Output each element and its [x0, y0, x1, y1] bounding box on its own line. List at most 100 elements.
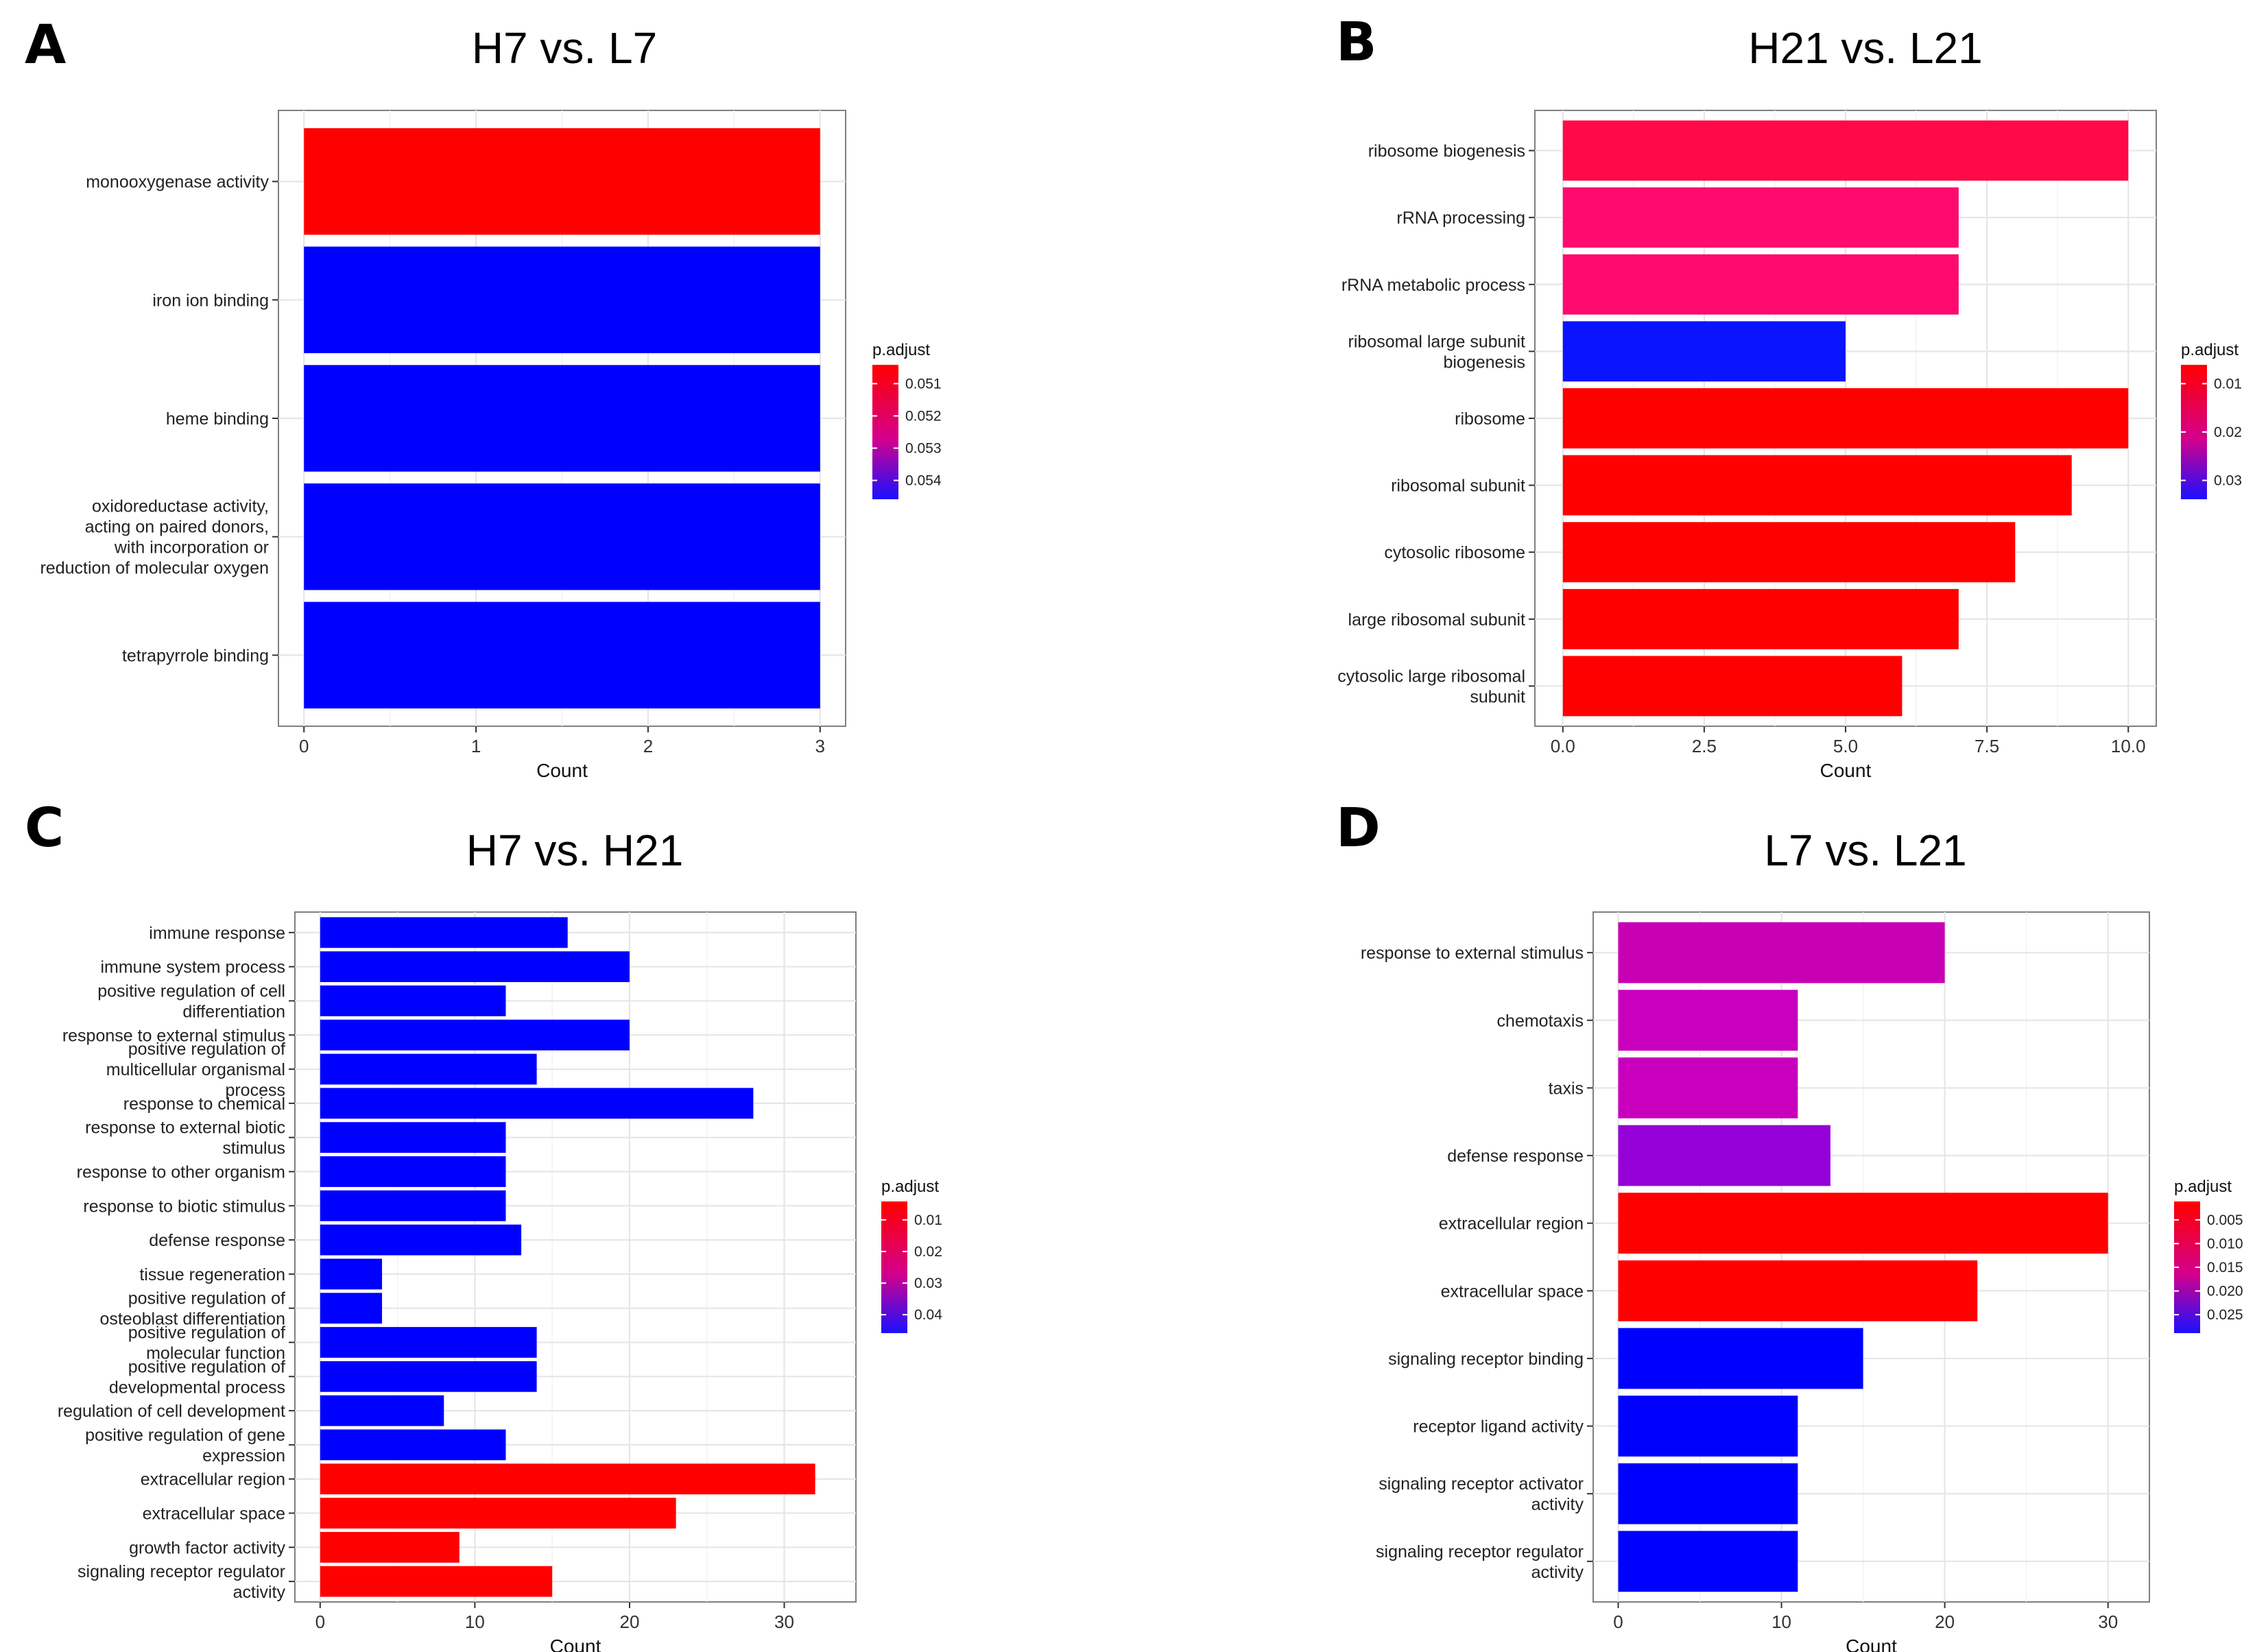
bar-3-10 — [320, 1224, 522, 1256]
x-tick-label: 2.5 — [1692, 736, 1717, 756]
category-label: positive regulation of cell differentiati… — [97, 981, 285, 1021]
legend-tick-label: 0.053 — [905, 441, 942, 457]
x-tick-label: 30 — [2098, 1612, 2118, 1632]
category-label: signaling receptor regulator activity — [1376, 1542, 1584, 1582]
bar-3-12 — [320, 1293, 383, 1324]
bar-2-6 — [1562, 455, 2072, 516]
category-label: ribosome — [1455, 409, 1525, 429]
x-tick-label: 10.0 — [2111, 736, 2146, 756]
bar-3-13 — [320, 1327, 537, 1358]
bar-2-9 — [1562, 656, 1902, 717]
category-label: positive regulation of molecular function — [128, 1324, 285, 1363]
category-label: extracellular space — [1441, 1282, 1584, 1301]
x-tick-label: 1 — [471, 736, 481, 756]
category-label: large ribosomal subunit — [1348, 610, 1526, 630]
x-tick-label: 7.5 — [1974, 736, 1999, 756]
plot-area-d: response to external stimulus chemotaxis t… — [1361, 911, 2243, 1652]
bar-4-2 — [1618, 990, 1798, 1051]
bar-3-20 — [320, 1566, 553, 1597]
bar-2-5 — [1562, 388, 2129, 448]
category-label: response to external stimulus — [62, 1026, 285, 1045]
category-label: signaling receptor activator activity — [1379, 1474, 1584, 1514]
bar-1-3 — [304, 365, 820, 472]
category-label: cytosolic large ribosomal subunit — [1337, 667, 1525, 706]
category-label: rRNA metabolic process — [1341, 276, 1525, 295]
plot-area-b: ribosome biogenesis rRNA processing rRNA m… — [1337, 110, 2242, 781]
x-tick-label: 30 — [774, 1612, 794, 1632]
bar-4-6 — [1618, 1260, 1978, 1321]
bar-2-4 — [1562, 321, 1846, 382]
x-tick-label: 10 — [465, 1612, 485, 1632]
x-tick-label: 0 — [315, 1612, 325, 1632]
bar-3-5 — [320, 1053, 537, 1085]
chart-title-d: L7 vs. L21 — [1764, 826, 1966, 875]
category-label: monooxygenase activity — [86, 173, 269, 192]
x-tick-label: 20 — [1935, 1612, 1955, 1632]
bar-3-18 — [320, 1498, 676, 1529]
category-label: tetrapyrrole binding — [122, 646, 269, 665]
bar-3-14 — [320, 1361, 537, 1392]
bar-3-4 — [320, 1019, 630, 1051]
category-label: extracellular space — [143, 1505, 285, 1524]
bar-1-2 — [304, 246, 820, 354]
legend-tick-label: 0.03 — [914, 1276, 942, 1291]
x-tick-label: 0.0 — [1551, 736, 1575, 756]
bar-4-8 — [1618, 1396, 1798, 1457]
category-label: immune response — [149, 924, 285, 943]
x-axis-title: Count — [536, 760, 588, 781]
legend-tick-label: 0.010 — [2207, 1236, 2243, 1252]
bar-3-7 — [320, 1122, 506, 1153]
bar-4-7 — [1618, 1328, 1863, 1389]
category-label: signaling receptor binding — [1388, 1350, 1584, 1369]
bar-4-10 — [1618, 1531, 1798, 1592]
bar-3-11 — [320, 1258, 383, 1290]
category-label: response to biotic stimulus — [83, 1197, 285, 1216]
x-tick-label: 10 — [1771, 1612, 1791, 1632]
legend-title: p.adjust — [872, 341, 930, 359]
bar-2-8 — [1562, 588, 1959, 649]
category-label: iron ion binding — [152, 291, 269, 310]
category-label: regulation of cell development — [58, 1402, 285, 1421]
category-label: growth factor activity — [129, 1538, 285, 1557]
chart-title-b: H21 vs. L21 — [1748, 23, 1983, 73]
x-tick-label: 0 — [1613, 1612, 1623, 1632]
category-label: response to external stimulus — [1361, 944, 1584, 963]
x-tick-label: 0 — [299, 736, 309, 756]
bar-3-2 — [320, 951, 630, 983]
category-label: extracellular region — [141, 1470, 285, 1489]
legend-title: p.adjust — [2174, 1177, 2232, 1196]
bar-3-6 — [320, 1088, 754, 1119]
chart-title-c: H7 vs. H21 — [466, 826, 684, 875]
category-label: receptor ligand activity — [1413, 1417, 1584, 1437]
bar-4-3 — [1618, 1057, 1798, 1118]
category-label: oxidoreductase activity, acting on paired… — [40, 497, 269, 578]
bar-4-5 — [1618, 1193, 2108, 1254]
bar-3-3 — [320, 985, 506, 1016]
legend-tick-label: 0.01 — [914, 1212, 942, 1228]
x-axis-title: Count — [1846, 1636, 1897, 1652]
legend-tick-label: 0.054 — [905, 473, 942, 489]
panel-c: C H7 vs. H21 immune response immune syste… — [25, 798, 942, 1652]
bar-3-8 — [320, 1156, 506, 1187]
category-label: rRNA processing — [1396, 208, 1525, 228]
x-tick-label: 20 — [619, 1612, 639, 1632]
panel-letter-b: B — [1336, 12, 1376, 73]
legend-colorbar — [881, 1201, 907, 1333]
legend-tick-label: 0.052 — [905, 408, 942, 424]
legend-tick-label: 0.01 — [2214, 376, 2242, 392]
legend-tick-label: 0.051 — [905, 376, 942, 392]
chart-title-a: H7 vs. L7 — [472, 23, 657, 73]
legend-tick-label: 0.03 — [2214, 473, 2242, 489]
category-label: defense response — [149, 1231, 285, 1250]
panel-letter-a: A — [25, 14, 66, 76]
category-label: response to other organism — [77, 1162, 285, 1182]
category-label: response to chemical — [123, 1094, 285, 1114]
panel-letter-d: D — [1336, 798, 1381, 859]
x-axis-title: Count — [550, 1636, 601, 1652]
panel-letter-c: C — [25, 798, 64, 859]
legend-tick-label: 0.015 — [2207, 1260, 2243, 1276]
bar-2-3 — [1562, 254, 1959, 315]
bar-2-1 — [1562, 120, 2129, 181]
category-label: defense response — [1447, 1147, 1584, 1166]
